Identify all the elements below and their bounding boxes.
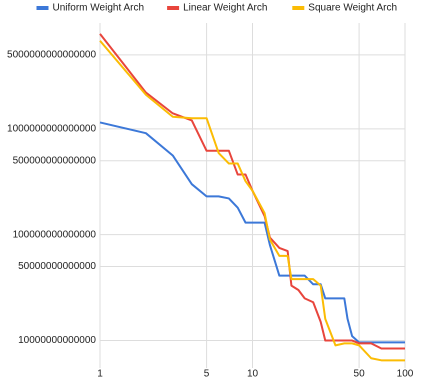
- y-tick-label: 1000000000000000: [7, 123, 96, 134]
- x-tick-label: 50: [354, 369, 366, 380]
- legend-swatch: [292, 6, 305, 10]
- x-tick-label: 10: [247, 369, 259, 380]
- legend-label: Linear Weight Arch: [183, 3, 267, 14]
- y-tick-label: 500000000000000: [13, 155, 97, 166]
- y-tick-label: 100000000000000: [13, 229, 97, 240]
- y-tick-label: 10000000000000: [18, 335, 96, 346]
- legend-label: Square Weight Arch: [308, 3, 397, 14]
- y-tick-label: 50000000000000: [18, 261, 96, 272]
- x-tick-label: 5: [204, 369, 210, 380]
- x-tick-label: 100: [397, 369, 414, 380]
- y-tick-label: 5000000000000000: [7, 50, 96, 61]
- legend-label: Uniform Weight Arch: [53, 3, 145, 14]
- legend-swatch: [167, 6, 180, 10]
- series-line: [99, 40, 405, 362]
- x-tick-label: 1: [97, 369, 103, 380]
- legend-swatch: [36, 6, 49, 10]
